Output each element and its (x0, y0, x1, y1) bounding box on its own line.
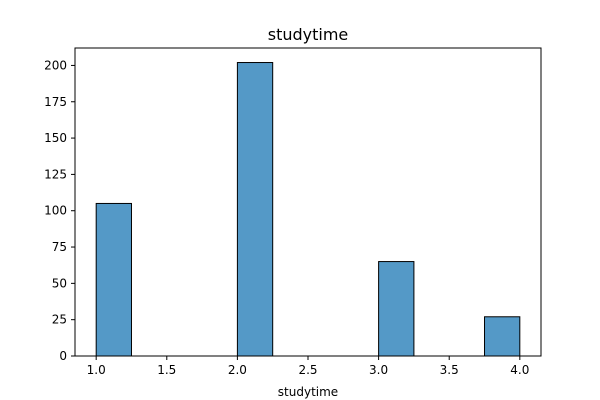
y-tick-label: 50 (52, 276, 67, 290)
y-tick-label: 100 (44, 204, 67, 218)
x-axis-label: studytime (278, 385, 338, 399)
y-tick-label: 25 (52, 313, 67, 327)
x-tick-label: 2.5 (298, 363, 317, 377)
x-tick-label: 4.0 (510, 363, 529, 377)
x-tick-label: 1.5 (157, 363, 176, 377)
y-tick-label: 125 (44, 167, 67, 181)
y-axis-ticks: 0 25 50 75 100 125 150 175 200 (44, 58, 75, 363)
x-tick-label: 3.5 (440, 363, 459, 377)
x-tick-label: 1.0 (87, 363, 106, 377)
x-axis-ticks: 1.0 1.5 2.0 2.5 3.0 3.5 4.0 (87, 356, 529, 377)
y-tick-label: 150 (44, 131, 67, 145)
histogram-bar (378, 261, 415, 357)
y-tick-label: 0 (59, 349, 67, 363)
histogram-bar (484, 316, 521, 357)
histogram-bar (95, 202, 132, 357)
histogram-bar (236, 62, 274, 357)
y-tick-label: 175 (44, 95, 67, 109)
y-tick-label: 200 (44, 58, 67, 72)
chart-title: studytime (268, 25, 349, 44)
x-tick-label: 2.0 (228, 363, 247, 377)
bars-group (95, 62, 521, 357)
y-tick-label: 75 (52, 240, 67, 254)
x-tick-label: 3.0 (369, 363, 388, 377)
